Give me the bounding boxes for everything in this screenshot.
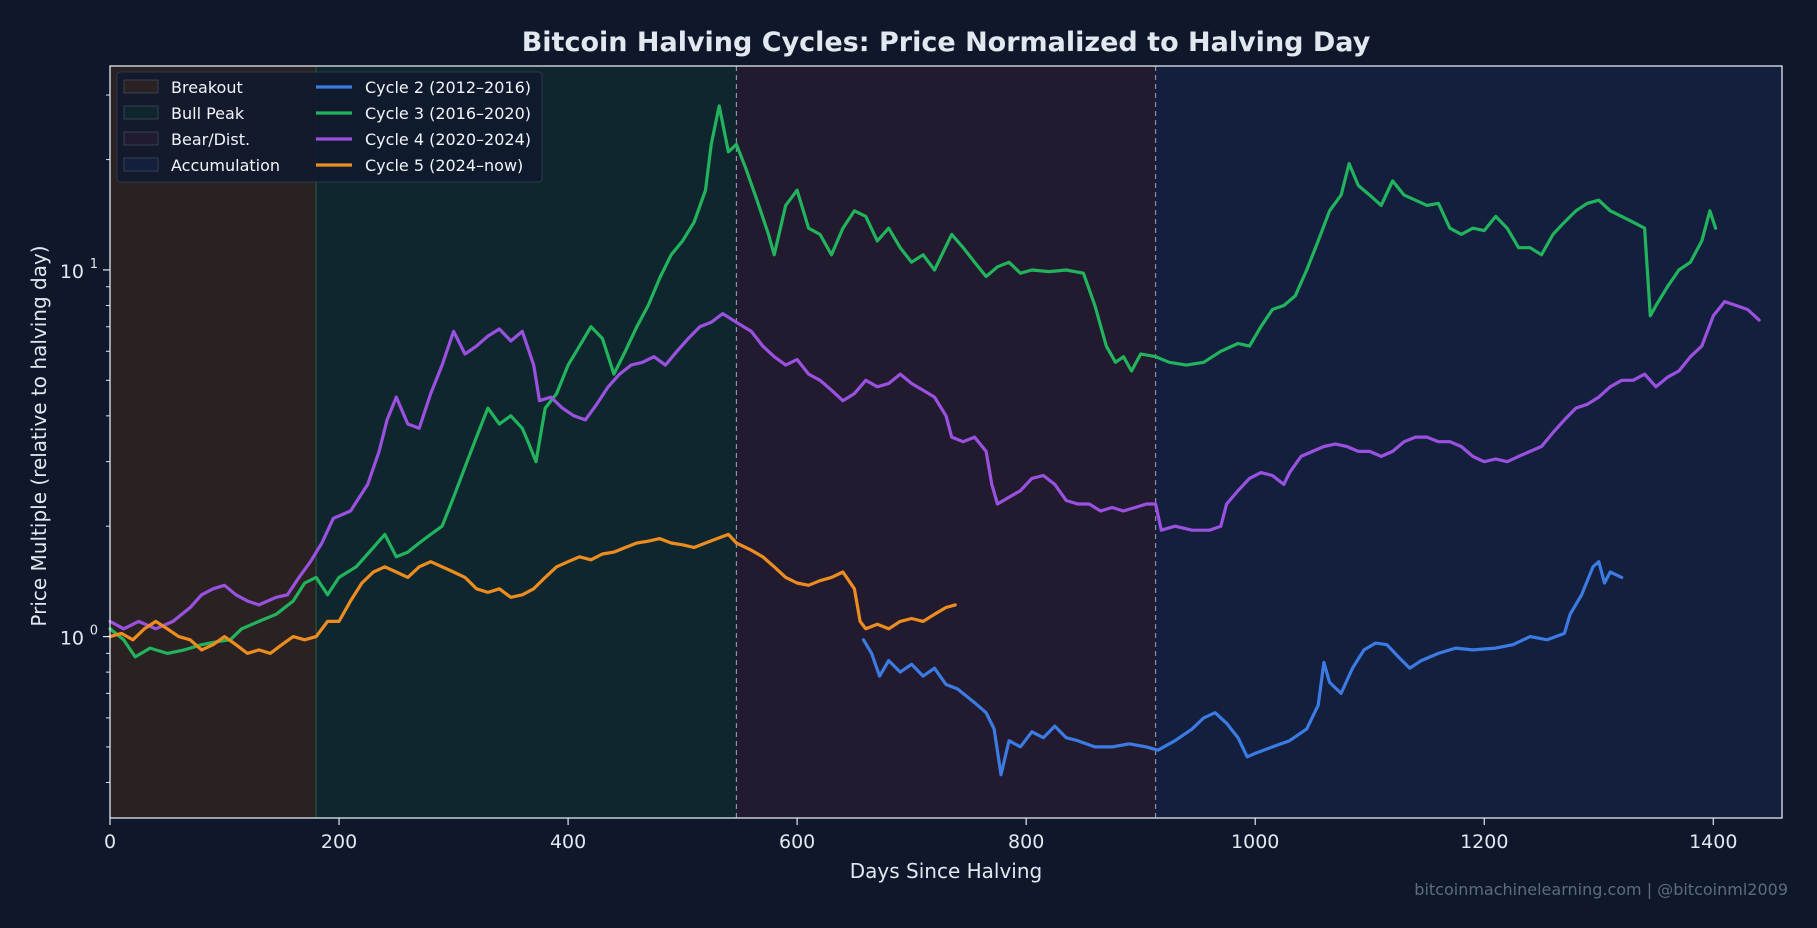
legend-swatch-phase-3 xyxy=(123,157,159,172)
axes: 0 200 400 600 800 1000 1200 1400 10 0 10 1 xyxy=(60,94,1737,853)
series-line-2 xyxy=(861,560,1624,777)
y-axis-label: Price Multiple (relative to halving day) xyxy=(27,245,51,626)
series-line-3 xyxy=(108,104,1718,659)
x-tick-label: 400 xyxy=(550,831,586,853)
series-lines xyxy=(108,104,1761,777)
legend-box xyxy=(116,71,543,183)
chart-title: Bitcoin Halving Cycles: Price Normalized… xyxy=(522,27,1371,58)
x-axis-label: Days Since Halving xyxy=(850,859,1042,883)
legend-label-series-2: Cycle 4 (2020–2024) xyxy=(365,130,531,149)
phase-band-3 xyxy=(1155,66,1782,818)
legend-swatch-phase-0 xyxy=(123,79,159,94)
phase-band-2 xyxy=(736,66,1156,818)
y-tick-exponent: 0 xyxy=(90,624,98,639)
x-tick-label: 200 xyxy=(321,831,357,853)
y-tick-exponent: 1 xyxy=(90,257,98,272)
legend-label-phase-0: Breakout xyxy=(171,78,243,97)
y-tick-label: 10 xyxy=(60,261,84,283)
phase-band-1 xyxy=(316,66,737,818)
legend: Breakout Bull Peak Bear/Dist. Accumulation C… xyxy=(116,71,543,183)
legend-label-phase-1: Bull Peak xyxy=(171,104,245,123)
legend-label-series-1: Cycle 3 (2016–2020) xyxy=(365,104,531,123)
x-tick-label: 0 xyxy=(104,831,116,853)
x-tick-label: 1200 xyxy=(1460,831,1508,853)
legend-label-series-0: Cycle 2 (2012–2016) xyxy=(365,78,531,97)
watermark-text: bitcoinmachinelearning.com | @bitcoinml2… xyxy=(1414,880,1788,899)
legend-label-series-3: Cycle 5 (2024–now) xyxy=(365,156,523,175)
legend-label-phase-3: Accumulation xyxy=(171,156,280,175)
series-line-4 xyxy=(108,300,1761,631)
legend-swatch-phase-1 xyxy=(123,105,159,120)
x-tick-label: 1000 xyxy=(1231,831,1279,853)
legend-label-phase-2: Bear/Dist. xyxy=(171,130,250,149)
legend-swatch-phase-2 xyxy=(123,131,159,146)
series-line-5 xyxy=(108,532,957,655)
phase-band-0 xyxy=(110,66,317,818)
plot-frame xyxy=(109,65,1783,819)
x-tick-label: 1400 xyxy=(1689,831,1737,853)
x-tick-label: 600 xyxy=(779,831,815,853)
phase-bands xyxy=(110,66,1782,818)
y-tick-label: 10 xyxy=(60,628,84,650)
x-tick-label: 800 xyxy=(1008,831,1044,853)
